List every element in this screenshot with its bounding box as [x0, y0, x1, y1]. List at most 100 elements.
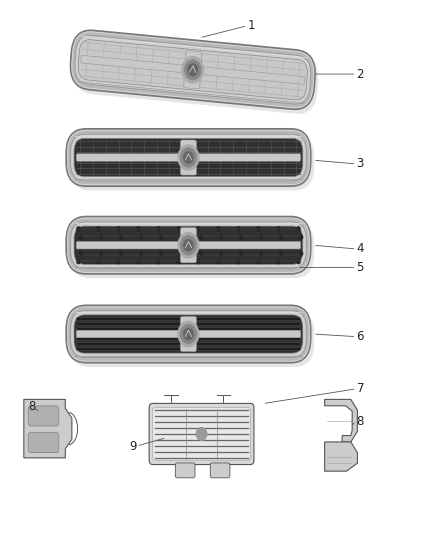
FancyBboxPatch shape: [66, 216, 311, 274]
FancyBboxPatch shape: [184, 51, 202, 89]
Circle shape: [185, 60, 201, 79]
Circle shape: [237, 227, 240, 231]
FancyBboxPatch shape: [78, 39, 307, 100]
Circle shape: [137, 260, 140, 264]
FancyBboxPatch shape: [76, 328, 300, 330]
Text: 2: 2: [357, 68, 364, 80]
Circle shape: [178, 145, 199, 170]
Circle shape: [257, 260, 260, 264]
Circle shape: [117, 227, 120, 231]
Circle shape: [219, 252, 223, 255]
FancyBboxPatch shape: [76, 154, 300, 161]
Circle shape: [279, 235, 283, 239]
FancyBboxPatch shape: [81, 55, 305, 84]
Text: 8: 8: [28, 400, 35, 414]
Circle shape: [178, 232, 199, 258]
Circle shape: [257, 227, 260, 231]
FancyBboxPatch shape: [70, 221, 314, 278]
FancyBboxPatch shape: [152, 408, 251, 461]
Circle shape: [184, 239, 193, 251]
FancyBboxPatch shape: [76, 330, 300, 338]
FancyBboxPatch shape: [76, 318, 300, 320]
Circle shape: [197, 244, 200, 247]
Circle shape: [197, 227, 200, 231]
Circle shape: [277, 227, 280, 231]
FancyBboxPatch shape: [71, 222, 306, 269]
Circle shape: [177, 260, 180, 264]
Circle shape: [79, 235, 83, 239]
Circle shape: [184, 328, 193, 340]
FancyBboxPatch shape: [149, 403, 254, 465]
FancyBboxPatch shape: [175, 463, 195, 478]
Circle shape: [180, 252, 183, 255]
Circle shape: [139, 235, 143, 239]
Circle shape: [219, 235, 223, 239]
Circle shape: [157, 260, 160, 264]
Circle shape: [159, 235, 162, 239]
Circle shape: [240, 252, 243, 255]
FancyBboxPatch shape: [70, 310, 314, 367]
Circle shape: [240, 235, 243, 239]
FancyBboxPatch shape: [74, 35, 318, 114]
FancyBboxPatch shape: [28, 406, 59, 426]
Text: 4: 4: [357, 243, 364, 255]
Circle shape: [120, 235, 123, 239]
Circle shape: [177, 244, 180, 247]
Circle shape: [79, 252, 83, 255]
FancyBboxPatch shape: [71, 311, 306, 358]
Circle shape: [196, 427, 207, 440]
Circle shape: [99, 252, 102, 255]
Circle shape: [180, 148, 196, 167]
Circle shape: [97, 244, 100, 247]
Circle shape: [77, 227, 80, 231]
FancyBboxPatch shape: [210, 463, 230, 478]
FancyBboxPatch shape: [28, 432, 59, 453]
Circle shape: [77, 260, 80, 264]
Circle shape: [120, 252, 123, 255]
Circle shape: [157, 227, 160, 231]
FancyBboxPatch shape: [180, 317, 196, 352]
Circle shape: [259, 252, 263, 255]
FancyBboxPatch shape: [76, 322, 300, 326]
FancyBboxPatch shape: [71, 134, 306, 181]
FancyBboxPatch shape: [71, 30, 315, 109]
Polygon shape: [325, 442, 357, 471]
FancyBboxPatch shape: [76, 348, 300, 351]
Circle shape: [199, 252, 203, 255]
Circle shape: [277, 244, 280, 247]
FancyBboxPatch shape: [75, 36, 311, 104]
Polygon shape: [24, 399, 72, 458]
FancyBboxPatch shape: [76, 337, 300, 341]
Circle shape: [97, 227, 100, 231]
Circle shape: [257, 244, 260, 247]
FancyBboxPatch shape: [76, 343, 300, 345]
Circle shape: [180, 236, 196, 255]
Circle shape: [300, 235, 303, 239]
FancyBboxPatch shape: [74, 315, 303, 353]
Circle shape: [237, 244, 240, 247]
Circle shape: [279, 252, 283, 255]
Circle shape: [237, 260, 240, 264]
Circle shape: [137, 227, 140, 231]
FancyBboxPatch shape: [74, 226, 303, 264]
Circle shape: [297, 244, 300, 247]
Circle shape: [139, 252, 143, 255]
Circle shape: [197, 260, 200, 264]
Circle shape: [137, 244, 140, 247]
Circle shape: [97, 260, 100, 264]
FancyBboxPatch shape: [180, 228, 196, 263]
Polygon shape: [325, 399, 357, 442]
Circle shape: [182, 56, 204, 83]
FancyBboxPatch shape: [70, 133, 314, 190]
FancyBboxPatch shape: [66, 129, 311, 186]
Circle shape: [199, 235, 203, 239]
Circle shape: [259, 235, 263, 239]
Text: 6: 6: [357, 330, 364, 343]
Circle shape: [188, 64, 198, 76]
Text: 7: 7: [357, 382, 364, 395]
FancyBboxPatch shape: [76, 241, 300, 249]
Circle shape: [297, 227, 300, 231]
FancyBboxPatch shape: [74, 139, 303, 176]
Text: 9: 9: [130, 440, 137, 453]
Circle shape: [184, 152, 193, 163]
